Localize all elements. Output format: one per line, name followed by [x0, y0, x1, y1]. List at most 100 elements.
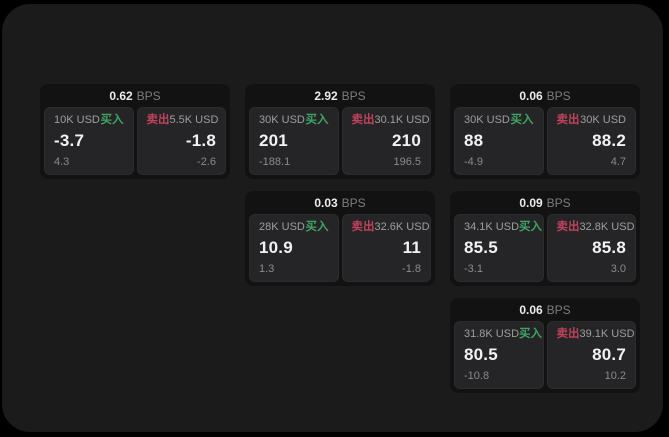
- bps-unit: BPS: [341, 88, 366, 103]
- buy-pane[interactable]: 30K USD 买入 201 -188.1: [249, 107, 339, 175]
- bps-header: 0.62 BPS: [40, 84, 230, 107]
- bps-header: 0.06 BPS: [450, 84, 640, 107]
- sell-pane[interactable]: 卖出 30K USD 88.2 4.7: [546, 107, 636, 175]
- bps-value: 0.03: [314, 195, 338, 210]
- sell-delta: -1.8: [402, 262, 421, 275]
- buy-delta: -3.1: [464, 262, 483, 275]
- bps-value: 0.06: [519, 302, 543, 317]
- bps-unit: BPS: [136, 88, 161, 103]
- sell-delta: 10.2: [604, 369, 626, 382]
- quote-card: 0.62 BPS 10K USD 买入 -3.7 4.3 卖出 5.5K USD…: [40, 84, 230, 179]
- sell-delta: 3.0: [610, 262, 626, 275]
- buy-button[interactable]: 买入: [100, 114, 124, 126]
- buy-delta: -4.9: [464, 155, 483, 168]
- card-body: 31.8K USD 买入 80.5 -10.8 卖出 39.1K USD 80.…: [450, 321, 640, 393]
- buy-price: 88: [464, 131, 484, 151]
- sell-button[interactable]: 卖出: [556, 114, 580, 126]
- buy-price: 80.5: [464, 345, 498, 365]
- quote-grid: 0.62 BPS 10K USD 买入 -3.7 4.3 卖出 5.5K USD…: [40, 84, 640, 393]
- buy-pane-top: 28K USD 买入: [259, 221, 329, 235]
- sell-pane-top: 卖出 39.1K USD: [556, 328, 635, 342]
- bps-header: 0.03 BPS: [245, 191, 435, 214]
- buy-button[interactable]: 买入: [519, 221, 543, 233]
- sell-amount: 39.1K USD: [579, 328, 635, 341]
- sell-button[interactable]: 卖出: [556, 328, 580, 340]
- app-window: 0.62 BPS 10K USD 买入 -3.7 4.3 卖出 5.5K USD…: [2, 4, 663, 432]
- sell-delta: 196.5: [393, 155, 421, 168]
- sell-amount: 30K USD: [580, 114, 626, 127]
- buy-price: 10.9: [259, 238, 293, 258]
- buy-button[interactable]: 买入: [305, 114, 329, 126]
- sell-button[interactable]: 卖出: [351, 114, 375, 126]
- card-body: 28K USD 买入 10.9 1.3 卖出 32.6K USD 11 -1.8: [245, 214, 435, 286]
- buy-pane[interactable]: 31.8K USD 买入 80.5 -10.8: [454, 321, 544, 389]
- bps-value: 2.92: [314, 88, 338, 103]
- buy-pane[interactable]: 34.1K USD 买入 85.5 -3.1: [454, 214, 544, 282]
- bps-unit: BPS: [546, 195, 571, 210]
- card-body: 30K USD 买入 88 -4.9 卖出 30K USD 88.2 4.7: [450, 107, 640, 179]
- bps-unit: BPS: [546, 302, 571, 317]
- buy-pane-top: 10K USD 买入: [54, 114, 124, 128]
- buy-delta: 1.3: [259, 262, 275, 275]
- sell-amount: 32.8K USD: [579, 221, 635, 234]
- sell-pane-top: 卖出 32.8K USD: [556, 221, 635, 235]
- sell-price: 85.8: [592, 238, 626, 258]
- buy-price: 85.5: [464, 238, 498, 258]
- sell-pane-top: 卖出 32.6K USD: [351, 221, 430, 235]
- quote-card: 0.06 BPS 31.8K USD 买入 80.5 -10.8 卖出 39.1…: [450, 298, 640, 393]
- buy-amount: 30K USD: [464, 114, 510, 127]
- sell-price: 88.2: [592, 131, 626, 151]
- sell-button[interactable]: 卖出: [351, 221, 375, 233]
- bps-value: 0.06: [519, 88, 543, 103]
- bps-value: 0.09: [519, 195, 543, 210]
- sell-pane-top: 卖出 30K USD: [557, 114, 627, 128]
- card-body: 10K USD 买入 -3.7 4.3 卖出 5.5K USD -1.8 -2.…: [40, 107, 230, 179]
- buy-delta: -10.8: [464, 369, 490, 382]
- quote-card: 0.03 BPS 28K USD 买入 10.9 1.3 卖出 32.6K US…: [245, 191, 435, 286]
- sell-button[interactable]: 卖出: [556, 221, 580, 233]
- card-body: 30K USD 买入 201 -188.1 卖出 30.1K USD 210 1…: [245, 107, 435, 179]
- buy-price: 201: [259, 131, 288, 151]
- buy-pane[interactable]: 28K USD 买入 10.9 1.3: [249, 214, 339, 282]
- buy-amount: 28K USD: [259, 221, 305, 234]
- bps-value: 0.62: [109, 88, 133, 103]
- quote-card: 0.06 BPS 30K USD 买入 88 -4.9 卖出 30K USD 8…: [450, 84, 640, 179]
- buy-pane[interactable]: 10K USD 买入 -3.7 4.3: [44, 107, 134, 175]
- sell-pane[interactable]: 卖出 32.8K USD 85.8 3.0: [546, 214, 636, 282]
- bps-unit: BPS: [546, 88, 571, 103]
- sell-pane[interactable]: 卖出 39.1K USD 80.7 10.2: [546, 321, 636, 389]
- quote-card: 2.92 BPS 30K USD 买入 201 -188.1 卖出 30.1K …: [245, 84, 435, 179]
- sell-pane[interactable]: 卖出 30.1K USD 210 196.5: [341, 107, 431, 175]
- buy-button[interactable]: 买入: [305, 221, 329, 233]
- sell-pane-top: 卖出 5.5K USD: [146, 114, 219, 128]
- buy-price: -3.7: [54, 131, 85, 151]
- sell-price: 11: [402, 238, 421, 258]
- sell-pane[interactable]: 卖出 5.5K USD -1.8 -2.6: [136, 107, 226, 175]
- buy-amount: 10K USD: [54, 114, 100, 127]
- buy-amount: 34.1K USD: [464, 221, 520, 234]
- sell-amount: 5.5K USD: [169, 114, 219, 127]
- sell-button[interactable]: 卖出: [146, 114, 170, 126]
- sell-price: 210: [392, 131, 421, 151]
- quote-card: 0.09 BPS 34.1K USD 买入 85.5 -3.1 卖出 32.8K…: [450, 191, 640, 286]
- buy-button[interactable]: 买入: [519, 328, 543, 340]
- buy-delta: 4.3: [54, 155, 70, 168]
- sell-pane[interactable]: 卖出 32.6K USD 11 -1.8: [341, 214, 431, 282]
- buy-button[interactable]: 买入: [510, 114, 534, 126]
- buy-pane-top: 31.8K USD 买入: [464, 328, 542, 342]
- bps-header: 0.06 BPS: [450, 298, 640, 321]
- buy-pane[interactable]: 30K USD 买入 88 -4.9: [454, 107, 544, 175]
- bps-header: 0.09 BPS: [450, 191, 640, 214]
- sell-price: 80.7: [592, 345, 626, 365]
- buy-pane-top: 34.1K USD 买入: [464, 221, 542, 235]
- bps-unit: BPS: [341, 195, 366, 210]
- sell-delta: 4.7: [610, 155, 626, 168]
- buy-pane-top: 30K USD 买入: [259, 114, 329, 128]
- buy-amount: 30K USD: [259, 114, 305, 127]
- card-body: 34.1K USD 买入 85.5 -3.1 卖出 32.8K USD 85.8…: [450, 214, 640, 286]
- sell-pane-top: 卖出 30.1K USD: [351, 114, 430, 128]
- sell-delta: -2.6: [197, 155, 216, 168]
- sell-amount: 32.6K USD: [374, 221, 430, 234]
- sell-amount: 30.1K USD: [374, 114, 430, 127]
- buy-pane-top: 30K USD 买入: [464, 114, 534, 128]
